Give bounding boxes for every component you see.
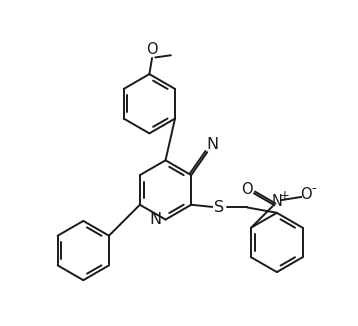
Text: N: N xyxy=(207,137,219,152)
Text: O: O xyxy=(146,42,158,57)
Text: O: O xyxy=(300,187,311,202)
Text: N: N xyxy=(150,212,162,227)
Text: -: - xyxy=(311,182,316,195)
Text: O: O xyxy=(242,182,253,197)
Text: S: S xyxy=(214,200,224,215)
Text: N: N xyxy=(272,194,282,209)
Text: +: + xyxy=(280,189,290,202)
